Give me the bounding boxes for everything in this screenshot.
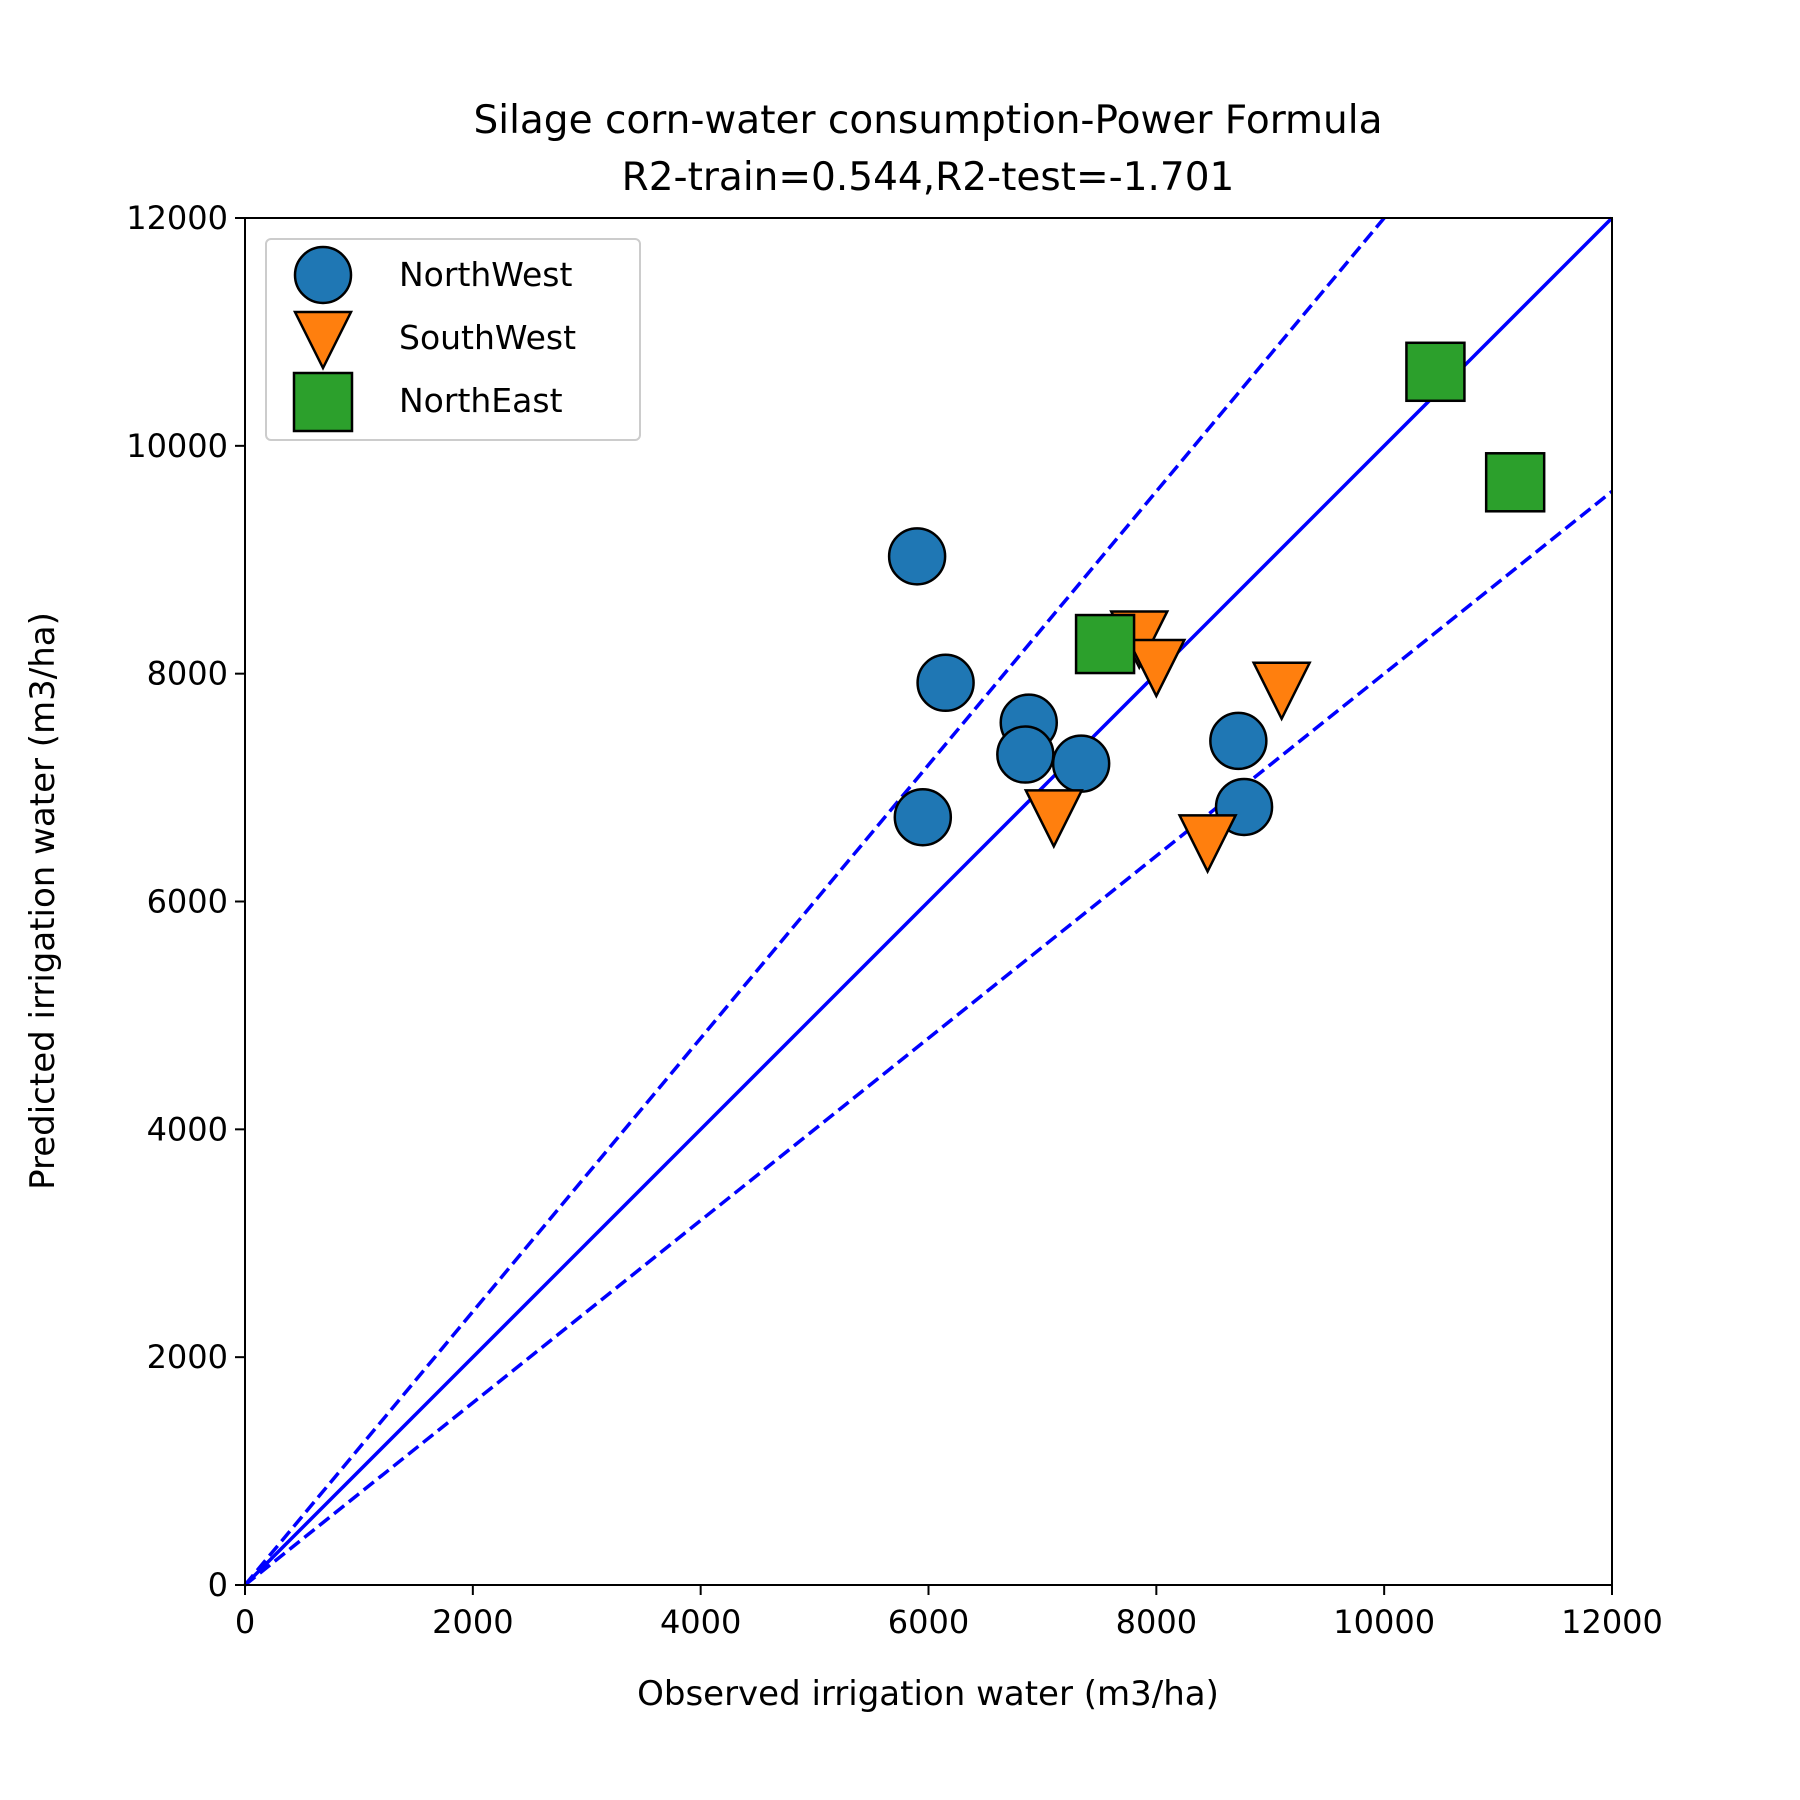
point-southwest-5 <box>1251 661 1312 722</box>
point-northwest-1 <box>887 527 947 586</box>
chart-subtitle: R2-train=0.544,R2-test=-1.701 <box>622 155 1235 200</box>
y-tick-label: 0 <box>208 1566 228 1604</box>
point-northwest-4 <box>996 725 1055 784</box>
legend: NorthWest SouthWest NorthEast <box>265 238 641 441</box>
x-axis-label: Observed irrigation water (m3/ha) <box>637 1674 1219 1714</box>
legend-box <box>265 238 641 441</box>
point-northwest-6 <box>893 787 953 847</box>
reference-line-3 <box>243 490 1614 1587</box>
point-southwest-2 <box>1126 638 1187 699</box>
x-tick-label: 6000 <box>888 1603 969 1641</box>
y-tick-label: 8000 <box>147 655 228 693</box>
y-tick-label: 10000 <box>126 427 228 465</box>
point-northwest-5 <box>1051 734 1111 793</box>
point-southwest-3 <box>1023 789 1084 850</box>
legend-marker-northwest <box>293 245 353 305</box>
y-tick-label: 2000 <box>147 1338 228 1376</box>
y-tick-label: 12000 <box>126 199 228 237</box>
point-northeast-2 <box>1484 452 1546 513</box>
x-axis-ticks: 0 2000 4000 6000 8000 10000 12000 <box>235 1585 1663 1641</box>
legend-marker-southwest <box>292 310 354 371</box>
x-tick-label: 12000 <box>1561 1603 1663 1641</box>
reference-line-2 <box>243 216 1386 1587</box>
x-tick-label: 2000 <box>432 1603 513 1641</box>
point-northeast-1 <box>1405 341 1466 403</box>
legend-label-southwest: SouthWest <box>399 318 576 357</box>
point-northeast-3 <box>1074 613 1136 675</box>
y-axis-ticks: 0 2000 4000 6000 8000 10000 12000 <box>126 199 245 1604</box>
point-northwest-2 <box>916 653 975 713</box>
legend-marker-northeast <box>292 371 354 433</box>
y-tick-label: 4000 <box>147 1110 228 1148</box>
legend-label-northwest: NorthWest <box>399 255 572 294</box>
chart-title: Silage corn-water consumption-Power Form… <box>473 98 1382 143</box>
reference-lines <box>243 216 1614 1587</box>
x-tick-label: 0 <box>235 1603 255 1641</box>
y-axis-label: Predicted irrigation water (m3/ha) <box>23 612 63 1190</box>
legend-label-northeast: NorthEast <box>399 381 563 420</box>
y-tick-label: 6000 <box>147 883 228 921</box>
point-southwest-4 <box>1177 814 1238 875</box>
reference-line-1 <box>243 216 1614 1587</box>
x-tick-label: 4000 <box>660 1603 741 1641</box>
x-tick-label: 8000 <box>1116 1603 1197 1641</box>
point-northwest-7 <box>1209 711 1268 771</box>
x-tick-label: 10000 <box>1333 1603 1435 1641</box>
data-points <box>887 341 1546 875</box>
